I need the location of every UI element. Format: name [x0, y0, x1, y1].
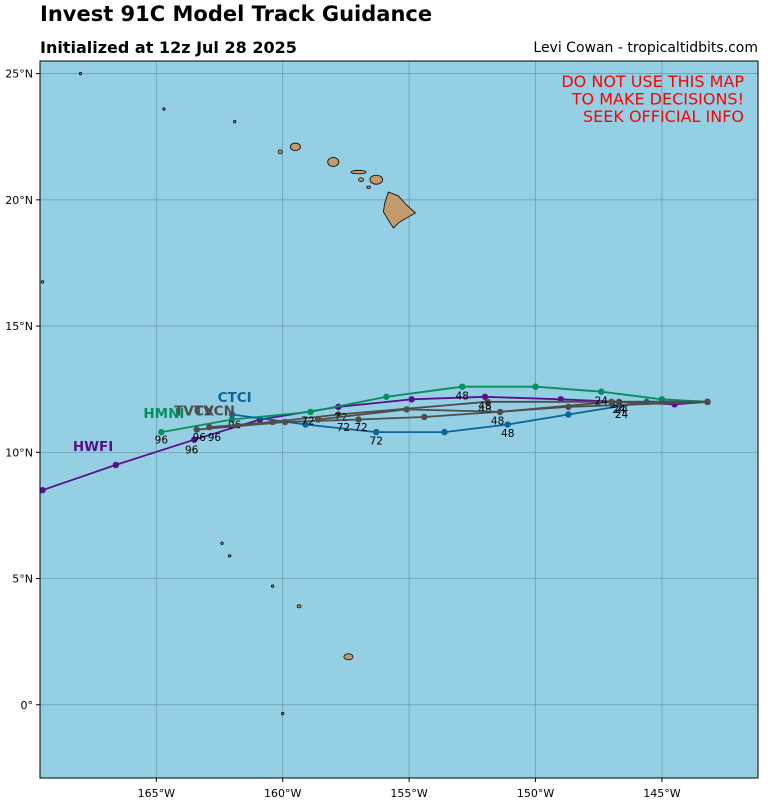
island: [343, 653, 354, 661]
island: [296, 604, 302, 609]
forecast-hour-label: 48: [491, 416, 504, 428]
track-point: [191, 436, 198, 443]
map-title: Invest 91C Model Track Guidance: [40, 2, 433, 26]
lat-tick-label: 20°N: [5, 194, 33, 207]
forecast-hour-label: 96: [193, 432, 207, 444]
island: [162, 107, 166, 111]
track-point: [496, 408, 504, 416]
track-point: [504, 421, 511, 428]
forecast-hour-label: 48: [478, 404, 491, 416]
island: [350, 169, 367, 175]
track-point: [282, 418, 289, 426]
forecast-hour-label: 72: [337, 422, 350, 434]
track-point: [565, 411, 572, 418]
forecast-hour-label: 24: [612, 404, 626, 416]
forecast-hour-label: 72: [370, 436, 383, 448]
track-point: [608, 398, 615, 406]
track-point: [335, 411, 342, 418]
track-point: [403, 406, 410, 413]
forecast-hour-label: 48: [456, 390, 469, 402]
lon-tick-label: 160°W: [264, 787, 301, 800]
lat-tick-label: 5°N: [12, 573, 33, 586]
track-point: [193, 426, 200, 433]
forecast-hour-label: 72: [354, 422, 367, 434]
ocean-background: [40, 61, 758, 778]
track-point: [307, 408, 314, 416]
track-point: [112, 461, 120, 469]
track-point: [532, 383, 539, 390]
model-name-label: TVCX: [174, 404, 215, 420]
lon-tick-label: 145°W: [643, 787, 680, 800]
track-point: [228, 411, 236, 418]
island: [277, 149, 283, 155]
model-name-label: HMNI: [143, 406, 184, 422]
model-name-label: TVCN: [194, 404, 235, 420]
island: [327, 157, 340, 167]
island-hawaii: [383, 191, 417, 229]
forecast-hour-label: 48: [478, 400, 491, 412]
track-point: [158, 428, 165, 436]
model-name-label: CTCI: [218, 390, 252, 406]
island: [78, 72, 83, 76]
track-point: [383, 393, 390, 400]
axis-tick-labels: 165°W 160°W 155°W 150°W 145°W 25°N 20°N 15°N 10°…: [5, 68, 680, 800]
lat-tick-label: 10°N: [5, 446, 33, 459]
forecast-hour-label: 24: [615, 409, 629, 421]
track-point: [39, 486, 46, 494]
island: [227, 554, 232, 558]
lat-tick-label: 15°N: [5, 320, 33, 333]
track-point: [228, 416, 236, 423]
forecast-hour-label: 96: [208, 432, 222, 444]
track-point: [704, 398, 711, 406]
lon-tick-label: 155°W: [390, 787, 427, 800]
track-point: [481, 393, 489, 400]
track-point: [302, 421, 309, 428]
forecast-hour-label: 96: [155, 434, 169, 446]
island: [220, 541, 224, 545]
lon-tick-label: 165°W: [138, 787, 175, 800]
track-line: [196, 400, 708, 431]
land-layer: [40, 72, 417, 716]
track-point: [441, 428, 448, 436]
forecast-hour-label: 72: [301, 416, 314, 428]
lon-tick-label: 150°W: [517, 787, 554, 800]
forecast-hour-label: 48: [501, 428, 514, 440]
island: [289, 142, 301, 152]
island: [369, 174, 383, 185]
lat-tick-label: 0°: [21, 699, 34, 712]
warning-line: SEEK OFFICIAL INFO: [583, 107, 744, 126]
track-point: [598, 388, 605, 395]
map-subtitle: Initialized at 12z Jul 28 2025: [40, 38, 297, 57]
track-point: [314, 416, 322, 423]
track-point: [355, 416, 362, 423]
track-point: [373, 428, 380, 436]
credit-text: Levi Cowan - tropicaltidbits.com: [533, 40, 758, 56]
map-frame: [39, 60, 759, 779]
forecast-hour-label: 24: [595, 395, 609, 407]
island: [281, 712, 285, 716]
track-point: [459, 383, 466, 390]
track-point: [421, 413, 428, 421]
warning-line: DO NOT USE THIS MAP: [561, 72, 744, 91]
track-point: [484, 398, 491, 406]
island: [366, 185, 371, 189]
island: [40, 280, 45, 284]
island: [270, 584, 275, 588]
model-name-label: HWFI: [73, 439, 113, 455]
island: [358, 177, 365, 182]
island: [233, 119, 237, 124]
track-point: [408, 396, 415, 403]
track-ofcl: 48 24: [314, 390, 711, 423]
warning-line: TO MAKE DECISIONS!: [571, 90, 744, 109]
lat-tick-label: 25°N: [5, 68, 33, 81]
forecast-hour-label: 96: [185, 445, 199, 457]
